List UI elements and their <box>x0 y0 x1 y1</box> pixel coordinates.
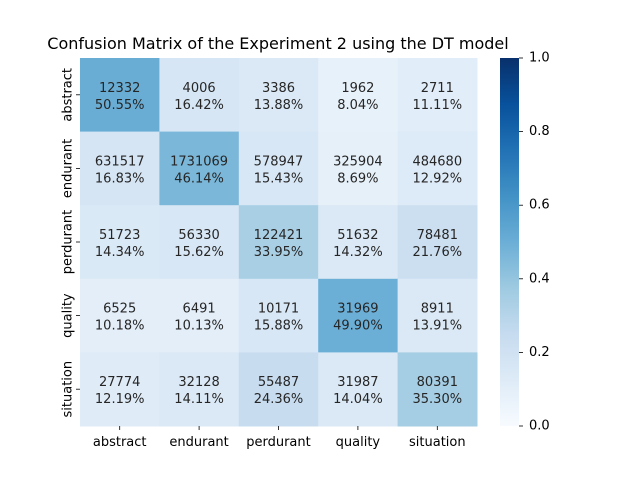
colorbar-tick-label: 0.4 <box>529 271 550 286</box>
heatmap-cell <box>318 131 399 206</box>
colorbar-tick-label: 0.0 <box>529 419 550 434</box>
heatmap-cell <box>318 58 399 133</box>
cell-percent-label: 50.55% <box>95 98 145 113</box>
heatmap-cell <box>318 278 399 353</box>
cell-count-label: 55487 <box>258 375 299 390</box>
heatmap-cell <box>238 131 319 206</box>
colorbar-tick-label: 0.2 <box>529 345 550 360</box>
cell-count-label: 325904 <box>333 154 383 169</box>
cell-percent-label: 14.34% <box>95 245 145 260</box>
heatmap-cell <box>238 58 319 133</box>
cell-count-label: 10171 <box>258 302 299 317</box>
x-tick-label: abstract <box>93 435 147 450</box>
colorbar-tick-label: 0.8 <box>529 124 550 139</box>
cell-percent-label: 11.11% <box>413 98 463 113</box>
y-tick-label: quality <box>61 293 76 338</box>
cell-count-label: 32128 <box>178 375 219 390</box>
cell-percent-label: 21.76% <box>413 245 463 260</box>
cell-percent-label: 8.69% <box>337 171 378 186</box>
cell-count-label: 1962 <box>341 81 374 96</box>
cell-count-label: 484680 <box>412 154 462 169</box>
heatmap-cell <box>318 352 399 427</box>
cell-count-label: 8911 <box>421 302 454 317</box>
cell-percent-label: 15.88% <box>254 319 304 334</box>
cell-count-label: 51723 <box>99 228 140 243</box>
cell-percent-label: 14.32% <box>333 245 383 260</box>
cell-percent-label: 15.62% <box>174 245 224 260</box>
heatmap-cell <box>159 205 240 280</box>
x-tick-label: situation <box>409 435 466 450</box>
cell-percent-label: 15.43% <box>254 171 304 186</box>
x-axis-ticks: abstract endurant perdurant quality situatio… <box>93 426 466 450</box>
cell-percent-label: 14.04% <box>333 392 383 407</box>
y-tick-label: abstract <box>61 68 76 122</box>
x-tick-label: endurant <box>169 435 228 450</box>
cell-count-label: 4006 <box>183 81 216 96</box>
heatmap-cell <box>397 352 478 427</box>
cell-percent-label: 10.18% <box>95 319 145 334</box>
colorbar: 0.0 0.2 0.4 0.6 0.8 1.0 <box>500 51 550 434</box>
heatmap-cell <box>397 58 478 133</box>
heatmap-cell <box>80 352 160 427</box>
heatmap-cell <box>159 131 240 206</box>
colorbar-tick-label: 0.6 <box>529 198 550 213</box>
cell-percent-label: 13.91% <box>413 319 463 334</box>
cell-count-label: 3386 <box>262 81 295 96</box>
cell-percent-label: 12.19% <box>95 392 145 407</box>
cell-count-label: 122421 <box>254 228 304 243</box>
heatmap-cell <box>80 131 160 206</box>
heatmap-cell <box>80 58 160 133</box>
cell-count-label: 12332 <box>99 81 140 96</box>
cell-percent-label: 10.13% <box>174 319 224 334</box>
cell-percent-label: 16.83% <box>95 171 145 186</box>
cell-count-label: 31969 <box>337 302 378 317</box>
colorbar-gradient <box>500 58 519 426</box>
cell-percent-label: 8.04% <box>337 98 378 113</box>
cell-count-label: 31987 <box>337 375 378 390</box>
heatmap-cell <box>80 278 160 353</box>
cell-count-label: 578947 <box>254 154 304 169</box>
y-tick-label: endurant <box>61 139 76 198</box>
heatmap-cell <box>318 205 399 280</box>
cell-percent-label: 12.92% <box>413 171 463 186</box>
heatmap-cell <box>238 205 319 280</box>
cell-percent-label: 49.90% <box>333 319 383 334</box>
cell-count-label: 27774 <box>99 375 140 390</box>
cell-percent-label: 35.30% <box>413 392 463 407</box>
heatmap-cell <box>397 131 478 206</box>
heatmap-cells: 12332 50.55% 4006 16.42% 3386 13.88% 1962 8.04%… <box>80 58 478 427</box>
y-tick-label: perdurant <box>61 210 76 275</box>
y-tick-label: situation <box>61 361 76 418</box>
cell-count-label: 80391 <box>417 375 458 390</box>
cell-count-label: 631517 <box>95 154 145 169</box>
cell-percent-label: 16.42% <box>174 98 224 113</box>
cell-count-label: 6525 <box>103 302 136 317</box>
heatmap-cell <box>80 205 160 280</box>
cell-count-label: 78481 <box>417 228 458 243</box>
heatmap-cell <box>238 352 319 427</box>
colorbar-tick-label: 1.0 <box>529 51 550 66</box>
cell-percent-label: 24.36% <box>254 392 304 407</box>
heatmap-cell <box>159 278 240 353</box>
x-tick-label: perdurant <box>246 435 311 450</box>
heatmap-cell <box>159 58 240 133</box>
y-axis-ticks: abstract endurant perdurant quality situatio… <box>61 68 80 418</box>
heatmap-cell <box>397 278 478 353</box>
cell-count-label: 56330 <box>178 228 219 243</box>
cell-percent-label: 33.95% <box>254 245 304 260</box>
cell-percent-label: 46.14% <box>174 171 224 186</box>
heatmap-cell <box>238 278 319 353</box>
cell-count-label: 1731069 <box>170 154 228 169</box>
x-tick-label: quality <box>336 435 381 450</box>
heatmap-cell <box>397 205 478 280</box>
cell-percent-label: 13.88% <box>254 98 304 113</box>
cell-percent-label: 14.11% <box>174 392 224 407</box>
chart-title: Confusion Matrix of the Experiment 2 usi… <box>47 34 508 53</box>
cell-count-label: 6491 <box>183 302 216 317</box>
cell-count-label: 51632 <box>337 228 378 243</box>
cell-count-label: 2711 <box>421 81 454 96</box>
heatmap-cell <box>159 352 240 427</box>
